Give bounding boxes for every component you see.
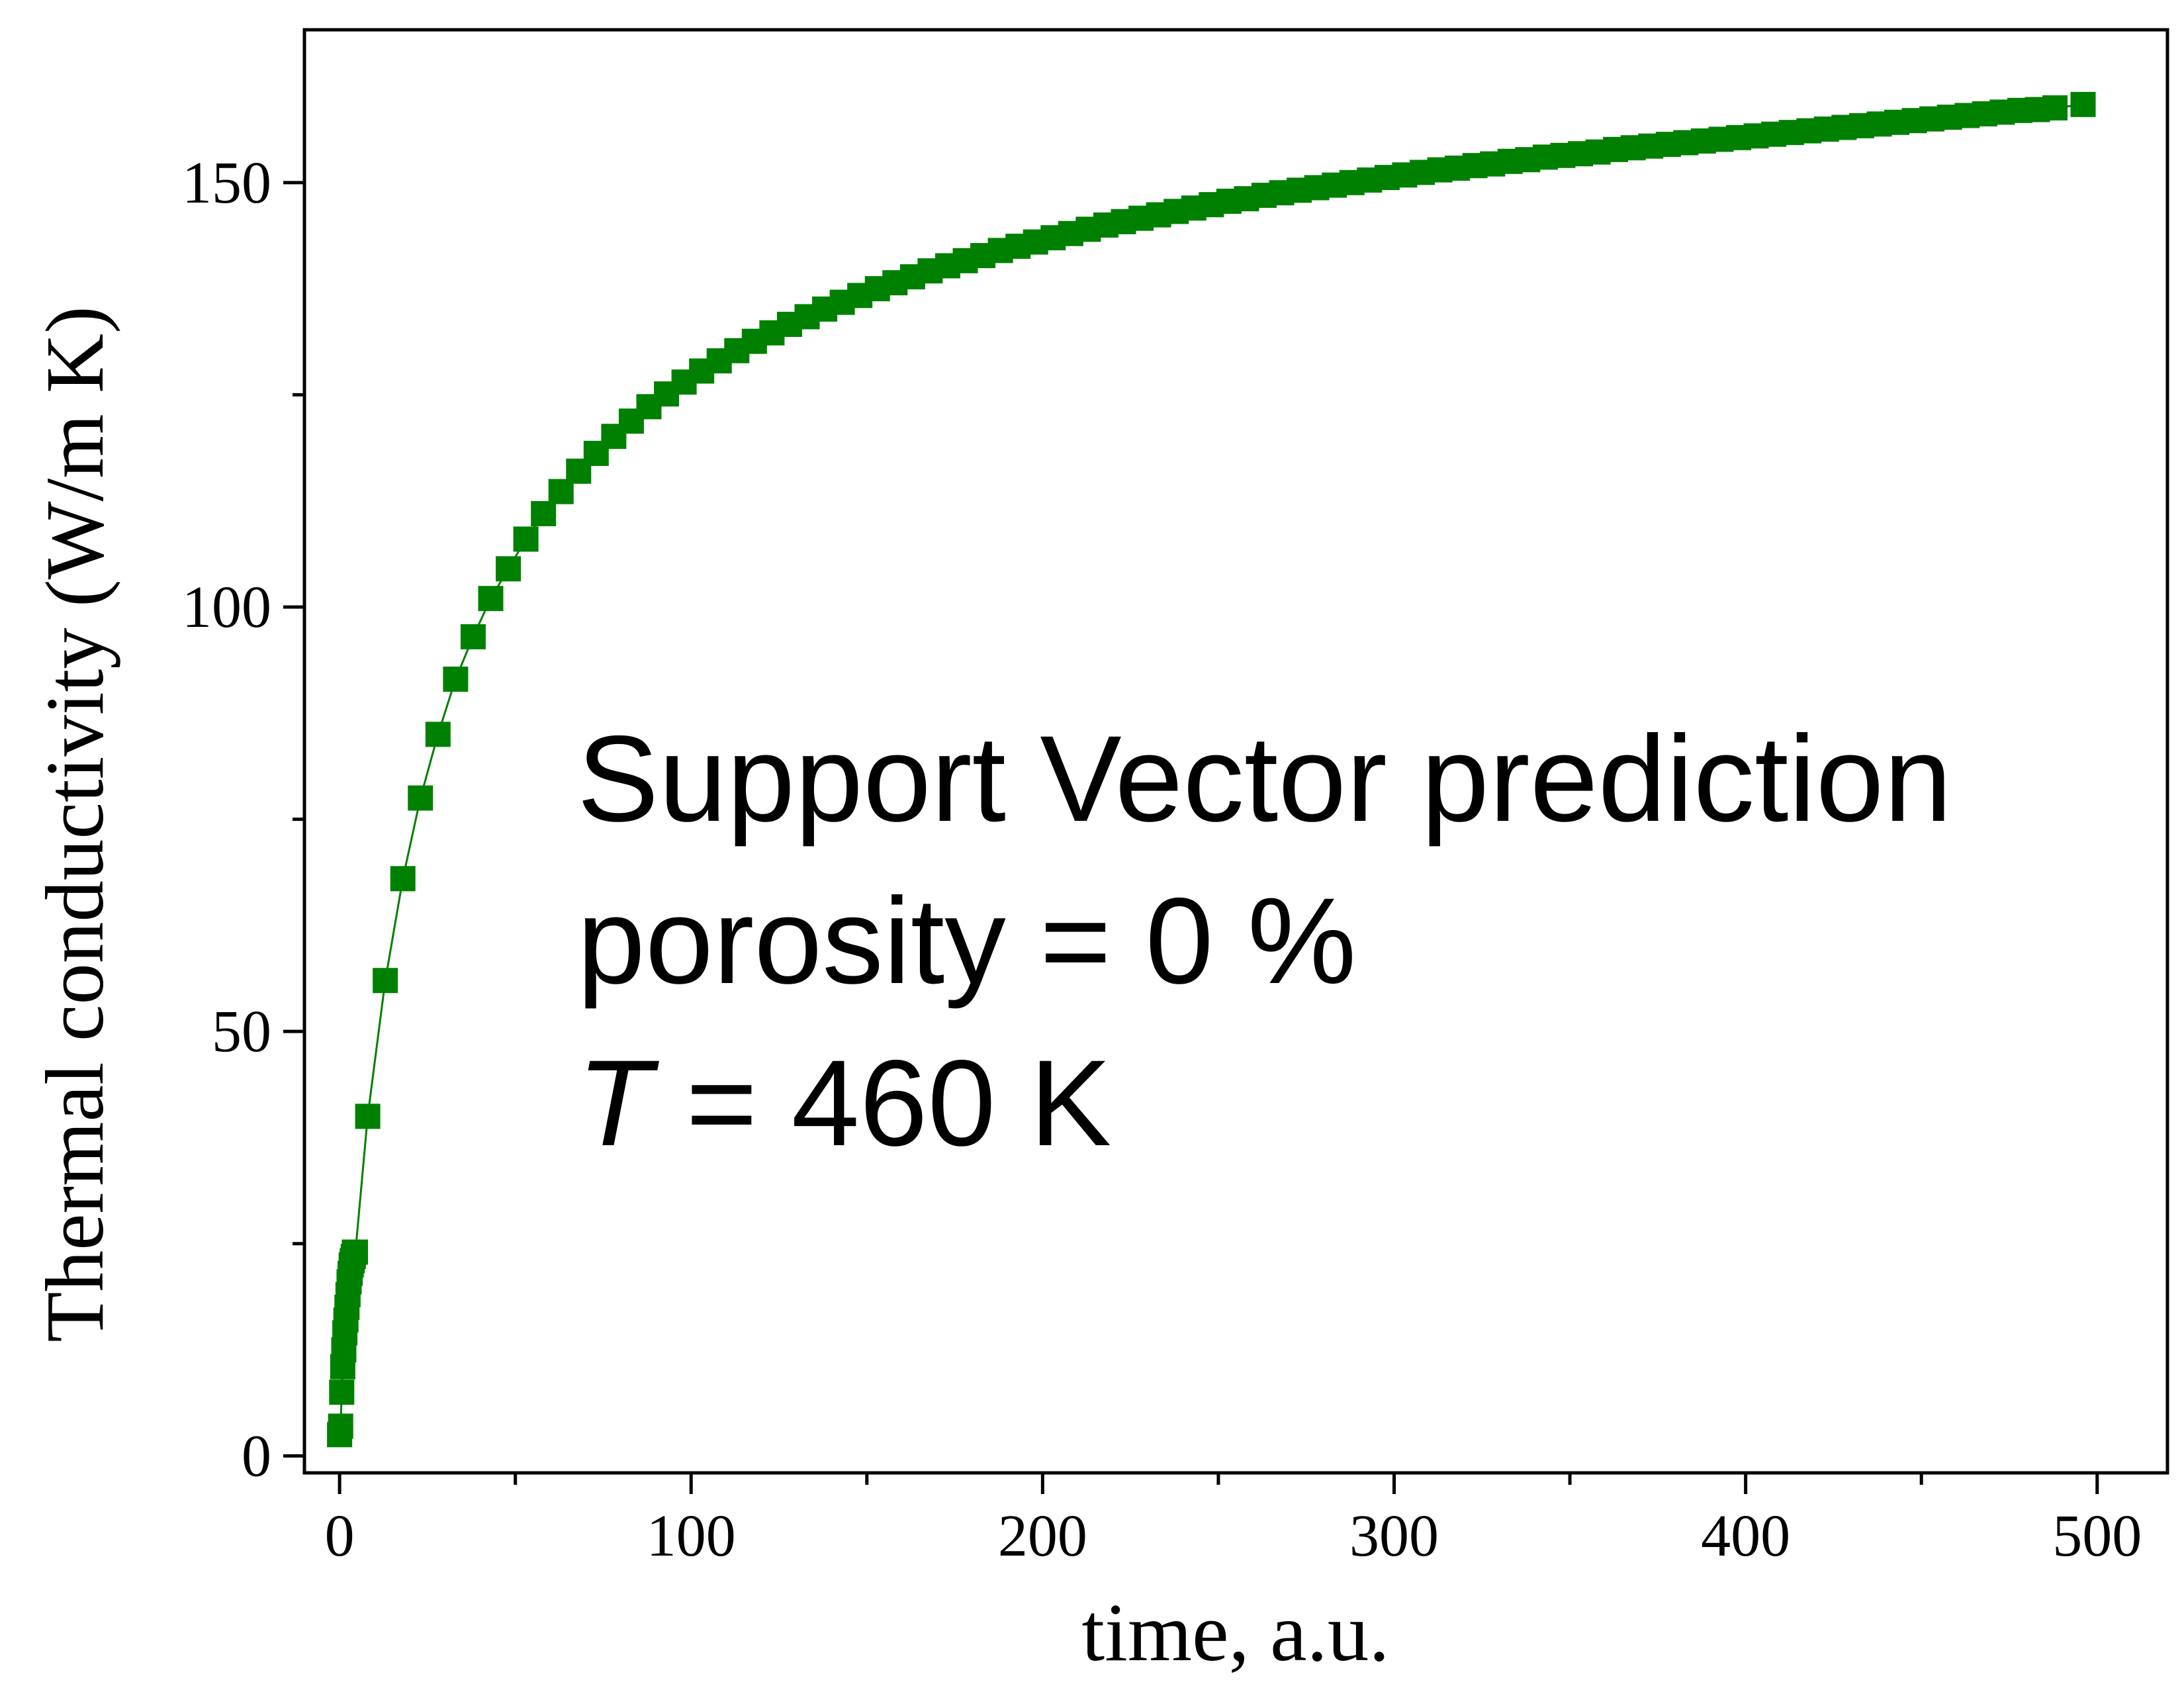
data-point [390, 866, 416, 892]
x-tick-label: 300 [1349, 1503, 1439, 1569]
annotation-temperature: T = 460 K [577, 1035, 1111, 1172]
data-point [478, 586, 504, 612]
data-point [343, 1239, 369, 1265]
data-point [513, 526, 539, 552]
y-axis-title: Thermal conductivity (W/m K) [30, 306, 121, 1342]
data-point [2042, 95, 2068, 120]
x-axis-title: time, a.u. [1081, 1587, 1389, 1679]
data-point [425, 722, 451, 747]
plot-frame [302, 28, 2169, 1475]
y-tick-label: 50 [212, 999, 271, 1064]
data-point [373, 968, 398, 994]
y-tick-label: 100 [182, 575, 271, 640]
x-tick-label: 200 [998, 1503, 1087, 1569]
data-point [329, 1380, 355, 1405]
x-tick-label: 400 [1701, 1503, 1790, 1569]
series-layer [327, 91, 2096, 1448]
x-tick-label: 100 [647, 1503, 736, 1569]
data-point [531, 500, 557, 526]
data-point [2070, 91, 2096, 117]
annotation-temperature-symbol: T [577, 1035, 659, 1172]
axes: 0 100 200 300 400 500 0 50 100 150 [182, 150, 2142, 1569]
x-tick-label: 0 [325, 1503, 355, 1569]
x-tick-label: 500 [2052, 1503, 2142, 1569]
annotation-temperature-value: = 460 K [652, 1035, 1111, 1172]
data-point [443, 667, 469, 692]
y-tick-label: 0 [242, 1423, 271, 1489]
data-point [355, 1103, 381, 1129]
data-point [408, 785, 433, 811]
data-point [328, 1413, 353, 1439]
data-point [496, 556, 522, 582]
data-point [460, 624, 486, 649]
annotation-porosity: porosity = 0 % [577, 873, 1356, 1009]
y-tick-label: 150 [182, 150, 271, 216]
annotation-model: Support Vector prediction [577, 711, 1952, 847]
